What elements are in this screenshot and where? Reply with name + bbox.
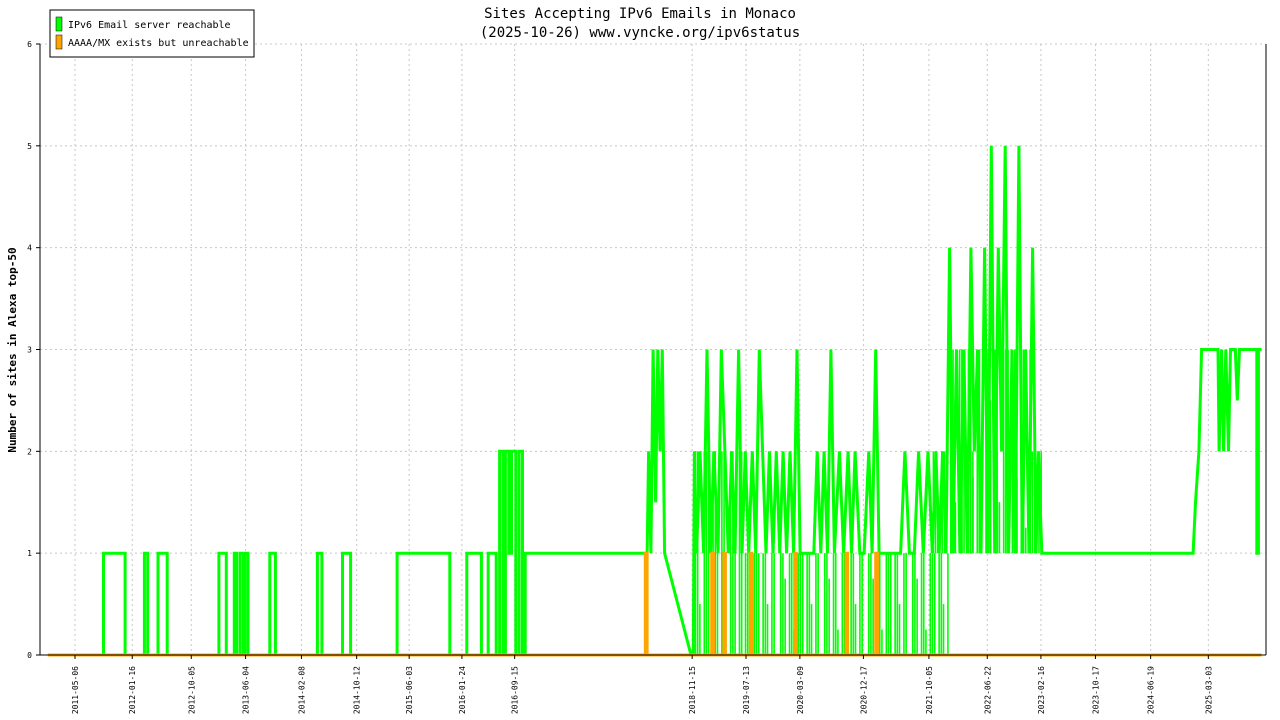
x-tick-label-13: 2021-10-05 — [925, 666, 934, 714]
dense-band-1 — [744, 553, 949, 655]
x-tick-label-10: 2019-07-13 — [742, 666, 751, 714]
x-tick-label-15: 2023-02-16 — [1037, 666, 1046, 714]
y-tick-labels: 0 1 2 3 4 5 6 — [27, 40, 32, 660]
legend: IPv6 Email server reachable AAAA/MX exis… — [49, 9, 255, 58]
y-axis-label: Number of sites in Alexa top-50 — [6, 247, 19, 452]
y-tick-label-3: 3 — [27, 346, 32, 355]
y-tick-label-1: 1 — [27, 549, 32, 558]
legend-label-unreachable: AAAA/MX exists but unreachable — [68, 38, 249, 49]
y-tick-label-4: 4 — [27, 244, 32, 253]
x-tick-label-16: 2023-10-17 — [1091, 666, 1100, 714]
series-group — [47, 145, 1262, 657]
x-tick-label-12: 2020-12-17 — [859, 666, 868, 714]
x-tick-label-5: 2014-10-12 — [353, 666, 362, 714]
x-tick-label-17: 2024-06-19 — [1147, 666, 1156, 714]
series-line-1 — [47, 551, 1262, 657]
x-tick-label-18: 2025-03-03 — [1204, 666, 1213, 714]
x-tick-label-3: 2013-06-04 — [242, 666, 251, 714]
axes — [36, 43, 1267, 659]
x-tick-label-8: 2016-09-15 — [511, 666, 520, 714]
y-tick-label-0: 0 — [27, 651, 32, 660]
x-tick-label-1: 2012-01-16 — [128, 666, 137, 714]
x-tick-label-11: 2020-03-09 — [796, 666, 805, 714]
x-tick-label-2: 2012-10-05 — [187, 666, 196, 714]
legend-swatch-unreachable — [55, 34, 63, 50]
legend-label-reachable: IPv6 Email server reachable — [68, 20, 231, 31]
legend-box — [49, 9, 255, 58]
x-tick-label-14: 2022-06-22 — [983, 666, 992, 714]
x-tick-label-9: 2018-11-15 — [688, 666, 697, 714]
legend-swatch-reachable — [55, 16, 63, 32]
y-tick-label-2: 2 — [27, 447, 32, 456]
y-tick-label-5: 5 — [27, 142, 32, 151]
x-tick-label-6: 2015-06-03 — [405, 666, 414, 714]
chart-title: Sites Accepting IPv6 Emails in Monaco — [484, 6, 796, 22]
x-tick-label-7: 2016-01-24 — [458, 666, 467, 714]
series-line-0 — [47, 145, 1262, 657]
x-tick-labels: 2011-05-06 2012-01-16 2012-10-05 2013-06-04… — [71, 666, 1213, 714]
chart-subtitle: (2025-10-26) www.vyncke.org/ipv6status — [480, 25, 800, 41]
grid — [40, 43, 1266, 655]
x-tick-label-4: 2014-02-08 — [297, 666, 306, 714]
y-tick-label-6: 6 — [27, 40, 32, 49]
x-tick-label-0: 2011-05-06 — [71, 666, 80, 714]
